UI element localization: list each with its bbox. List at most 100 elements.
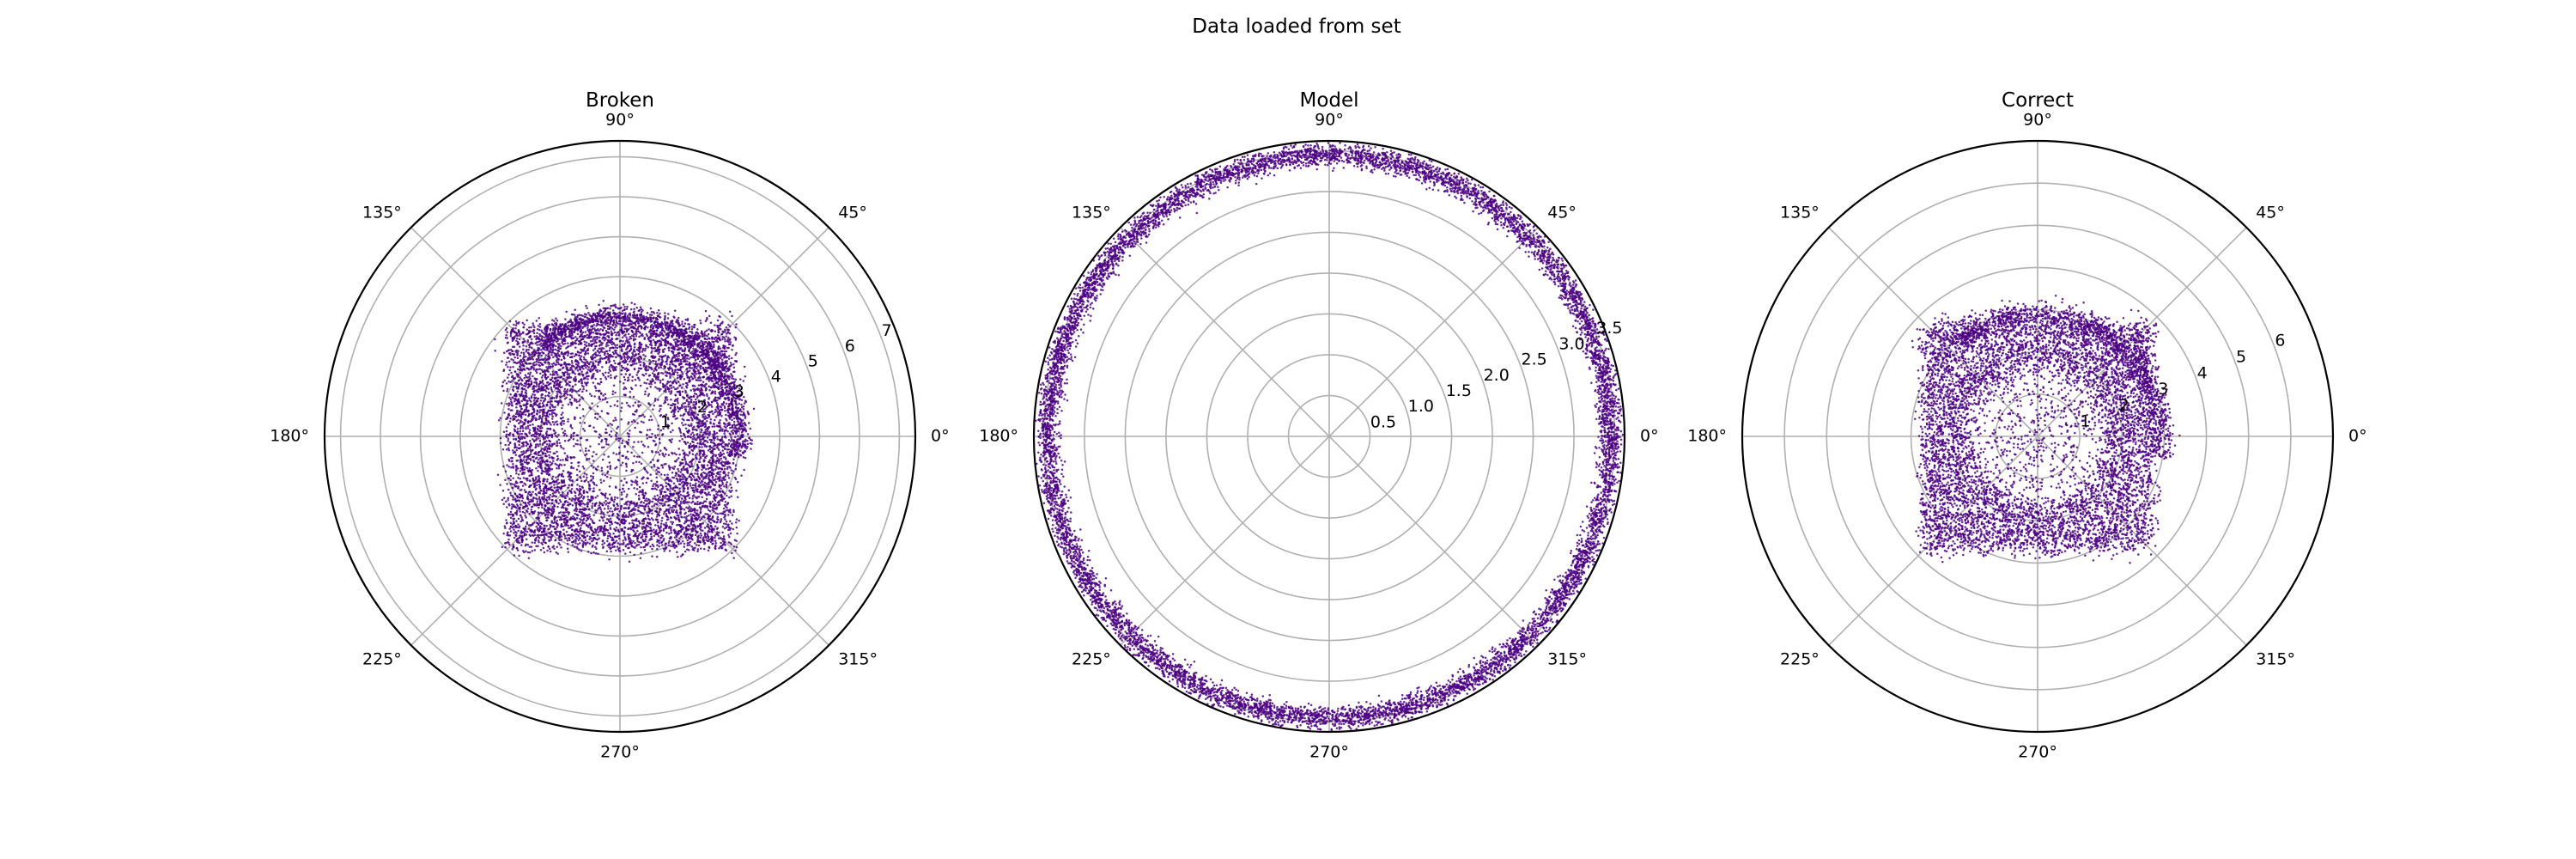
broken-data-point (571, 388, 574, 391)
broken-data-point (703, 543, 706, 545)
broken-data-point (682, 490, 685, 493)
broken-data-point (723, 522, 726, 525)
broken-data-point (522, 527, 525, 530)
broken-data-point (703, 527, 707, 529)
broken-data-point (651, 372, 654, 375)
broken-data-point (499, 436, 502, 440)
broken-data-point (655, 468, 658, 472)
broken-data-point (550, 467, 554, 471)
broken-data-point (676, 417, 678, 420)
broken-data-point (688, 497, 691, 500)
broken-data-point (728, 387, 731, 390)
broken-data-point (623, 378, 627, 381)
broken-data-point (556, 545, 559, 549)
broken-data-point (714, 448, 716, 450)
broken-data-point (708, 478, 711, 481)
broken-data-point (513, 430, 516, 433)
broken-data-point (690, 367, 694, 369)
broken-data-point (635, 408, 638, 411)
broken-data-point (531, 346, 533, 350)
broken-data-point (572, 515, 574, 518)
broken-data-point (536, 460, 539, 464)
broken-data-point (727, 523, 730, 526)
broken-data-point (541, 426, 544, 430)
broken-data-point (642, 522, 646, 525)
broken-data-point (566, 345, 569, 349)
broken-data-point (575, 468, 579, 472)
broken-data-point (517, 523, 519, 526)
broken-data-point (695, 529, 697, 533)
broken-data-point (696, 432, 699, 436)
broken-data-point (617, 446, 621, 449)
broken-data-point (634, 401, 637, 404)
broken-data-point (646, 433, 648, 436)
broken-data-point (723, 372, 726, 375)
broken-data-point (556, 420, 558, 423)
broken-data-point (691, 497, 694, 500)
broken-data-point (668, 363, 671, 366)
broken-data-point (590, 394, 593, 398)
broken-data-point (511, 505, 513, 509)
broken-data-point (575, 478, 579, 482)
broken-data-point (671, 438, 673, 441)
broken-data-point (582, 387, 585, 391)
broken-data-point (574, 491, 577, 494)
broken-data-point (659, 331, 662, 334)
broken-data-point (570, 465, 573, 468)
broken-data-point (536, 344, 538, 346)
broken-data-point (543, 536, 546, 539)
broken-data-point (639, 361, 642, 363)
broken-data-point (561, 419, 564, 423)
broken-data-point (551, 380, 555, 383)
broken-data-point (685, 484, 689, 487)
broken-data-point (509, 491, 512, 495)
broken-data-point (653, 504, 656, 508)
broken-data-point (650, 535, 653, 539)
broken-data-point (604, 524, 606, 527)
broken-data-point (627, 404, 629, 407)
broken-data-point (533, 335, 536, 338)
broken-data-point (641, 334, 644, 338)
broken-data-point (690, 375, 693, 379)
broken-data-point (516, 375, 519, 378)
broken-data-point (671, 429, 674, 432)
broken-data-point (743, 365, 746, 369)
broken-data-point (574, 383, 577, 387)
broken-data-point (534, 342, 537, 344)
broken-data-point (714, 324, 716, 326)
broken-data-point (532, 438, 534, 441)
broken-data-point (562, 475, 565, 478)
broken-data-point (560, 546, 562, 549)
broken-data-point (616, 431, 618, 435)
broken-data-point (655, 480, 659, 484)
broken-data-point (586, 352, 590, 355)
broken-data-point (519, 432, 521, 436)
broken-data-point (651, 555, 653, 557)
broken-data-point (582, 378, 586, 381)
broken-data-point (624, 514, 628, 516)
broken-data-point (663, 550, 665, 552)
broken-data-point (507, 341, 509, 344)
broken-data-point (611, 510, 614, 513)
broken-data-point (688, 357, 690, 360)
broken-data-point (507, 443, 510, 447)
broken-data-point (686, 533, 689, 536)
broken-data-point (714, 425, 716, 428)
broken-data-point (674, 369, 677, 371)
broken-data-point (520, 432, 524, 436)
broken-data-point (679, 471, 682, 473)
broken-data-point (568, 484, 570, 486)
broken-data-point (638, 342, 641, 344)
broken-data-point (724, 518, 726, 521)
broken-data-point (725, 350, 728, 353)
broken-data-point (630, 545, 634, 548)
broken-data-point (735, 545, 738, 549)
broken-data-point (507, 538, 510, 541)
broken-data-point (532, 387, 534, 391)
broken-data-point (656, 507, 659, 510)
broken-data-point (607, 375, 610, 378)
broken-data-point (513, 450, 516, 454)
broken-data-point (567, 420, 569, 423)
broken-data-point (627, 438, 630, 442)
broken-data-point (618, 381, 622, 383)
